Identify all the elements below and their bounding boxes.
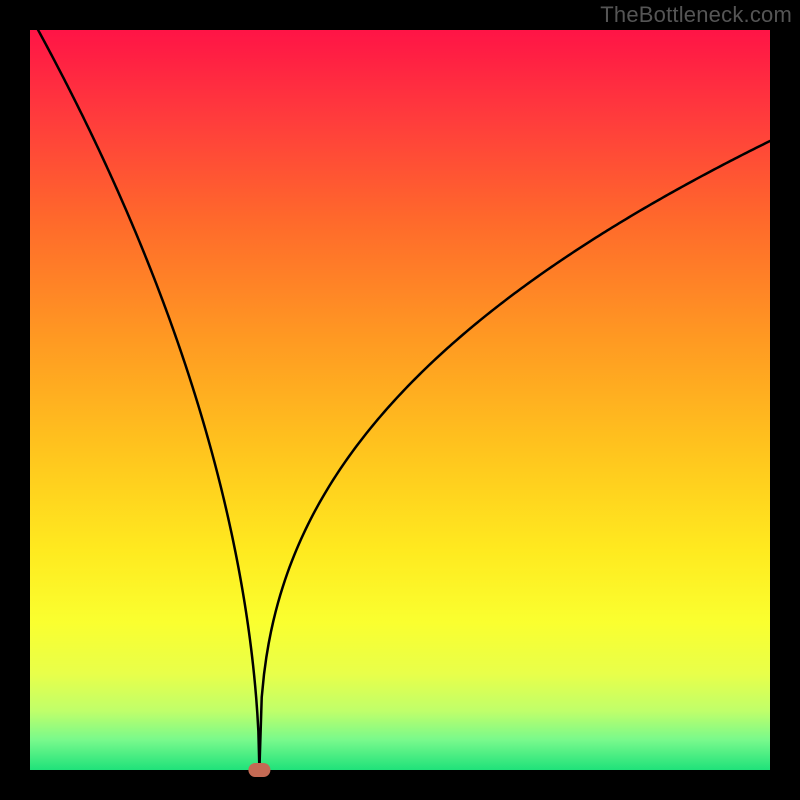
watermark-text: TheBottleneck.com [600, 2, 792, 28]
chart-container: TheBottleneck.com [0, 0, 800, 800]
bottleneck-chart [0, 0, 800, 800]
minimum-marker [248, 763, 270, 777]
chart-plot-background [30, 30, 770, 770]
